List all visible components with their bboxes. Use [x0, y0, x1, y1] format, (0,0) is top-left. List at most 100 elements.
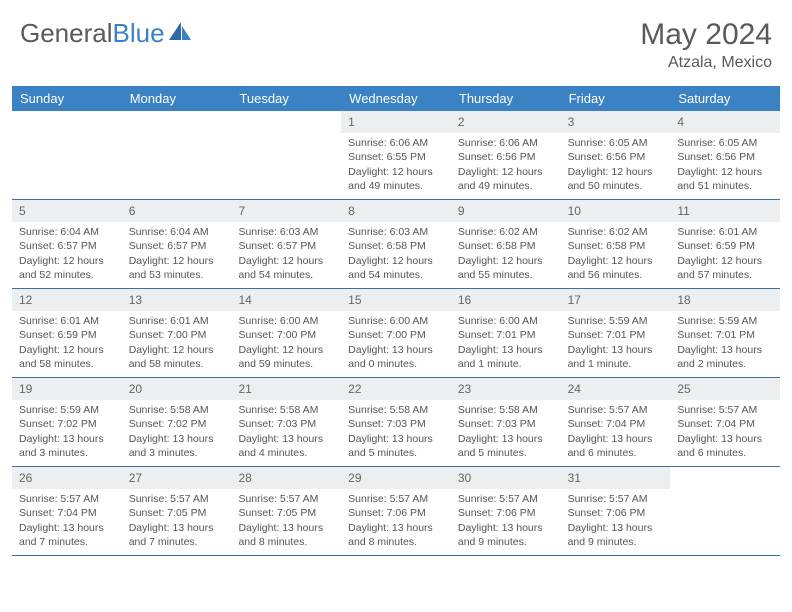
day-number: 13 — [122, 289, 232, 311]
day-cell: 17Sunrise: 5:59 AMSunset: 7:01 PMDayligh… — [561, 289, 671, 377]
day-header-thu: Thursday — [451, 86, 561, 111]
brand-logo: GeneralBlue — [20, 18, 193, 49]
sunrise-text: Sunrise: 6:05 AM — [677, 136, 773, 150]
day-cell: 16Sunrise: 6:00 AMSunset: 7:01 PMDayligh… — [451, 289, 561, 377]
day-body: Sunrise: 6:02 AMSunset: 6:58 PMDaylight:… — [451, 222, 561, 288]
day-cell: 23Sunrise: 5:58 AMSunset: 7:03 PMDayligh… — [451, 378, 561, 466]
week-row: 12 Sunrise: 6:01 AMSunset: 6:59 PM Dayligh… — [12, 289, 780, 378]
day-body: Sunrise: 5:57 AMSunset: 7:05 PMDaylight:… — [122, 489, 232, 555]
sunset-text: Sunset: 7:00 PM — [238, 328, 334, 342]
sunrise-text: Sunrise: 5:59 AM — [19, 403, 115, 417]
day-body: Sunrise: 5:57 AMSunset: 7:04 PMDaylight:… — [670, 400, 780, 466]
sunset-text: Sunset: 7:03 PM — [348, 417, 444, 431]
daylight-text: Daylight: 13 hours and 5 minutes. — [458, 432, 554, 460]
sunrise-text: Sunrise: 6:06 AM — [458, 136, 554, 150]
day-header-sat: Saturday — [670, 86, 780, 111]
daylight-text: Daylight: 13 hours and 2 minutes. — [677, 343, 773, 371]
sunset-text: Sunset: 7:00 PM — [348, 328, 444, 342]
sunrise-text: Sunrise: 5:58 AM — [238, 403, 334, 417]
daylight-text: Daylight: 12 hours and 56 minutes. — [568, 254, 664, 282]
title-block: May 2024 Atzala, Mexico — [640, 18, 772, 72]
day-cell: 9Sunrise: 6:02 AMSunset: 6:58 PMDaylight… — [451, 200, 561, 288]
day-cell: 4Sunrise: 6:05 AMSunset: 6:56 PMDaylight… — [670, 111, 780, 199]
sunrise-text: Sunrise: 6:05 AM — [568, 136, 664, 150]
day-header-wed: Wednesday — [341, 86, 451, 111]
day-cell: 29Sunrise: 5:57 AMSunset: 7:06 PMDayligh… — [341, 467, 451, 555]
day-body: Sunrise: 5:59 AMSunset: 7:01 PMDaylight:… — [670, 311, 780, 377]
day-cell: 15Sunrise: 6:00 AMSunset: 7:00 PMDayligh… — [341, 289, 451, 377]
day-body: Sunrise: 5:57 AMSunset: 7:05 PMDaylight:… — [231, 489, 341, 555]
day-cell: 26Sunrise: 5:57 AMSunset: 7:04 PMDayligh… — [12, 467, 122, 555]
day-cell: 3Sunrise: 6:05 AMSunset: 6:56 PMDaylight… — [561, 111, 671, 199]
day-body: Sunrise: 6:03 AMSunset: 6:57 PMDaylight:… — [231, 222, 341, 288]
brand-part1: General — [20, 18, 113, 48]
sunrise-text: Sunrise: 5:57 AM — [677, 403, 773, 417]
day-cell: 12Sunrise: 6:01 AMSunset: 6:59 PMDayligh… — [12, 289, 122, 377]
sunrise-text: Sunrise: 6:00 AM — [348, 314, 444, 328]
sunrise-text: Sunrise: 6:06 AM — [348, 136, 444, 150]
sunset-text: Sunset: 7:02 PM — [129, 417, 225, 431]
day-cell: 10Sunrise: 6:02 AMSunset: 6:58 PMDayligh… — [561, 200, 671, 288]
day-number: 1 — [341, 111, 451, 133]
sunset-text: Sunset: 7:04 PM — [568, 417, 664, 431]
day-body: Sunrise: 6:00 AMSunset: 7:00 PMDaylight:… — [231, 311, 341, 377]
day-header-tue: Tuesday — [231, 86, 341, 111]
sunrise-text: Sunrise: 5:57 AM — [568, 492, 664, 506]
daylight-text: Daylight: 12 hours and 59 minutes. — [238, 343, 334, 371]
day-cell: 25Sunrise: 5:57 AMSunset: 7:04 PMDayligh… — [670, 378, 780, 466]
week-row: 1Sunrise: 6:06 AMSunset: 6:55 PMDaylight… — [12, 111, 780, 200]
day-header-fri: Friday — [561, 86, 671, 111]
sunset-text: Sunset: 7:06 PM — [568, 506, 664, 520]
day-cell: 11Sunrise: 6:01 AMSunset: 6:59 PMDayligh… — [670, 200, 780, 288]
sunset-text: Sunset: 7:05 PM — [238, 506, 334, 520]
day-cell: 21Sunrise: 5:58 AMSunset: 7:03 PMDayligh… — [231, 378, 341, 466]
day-cell — [12, 111, 122, 199]
week-row: 26Sunrise: 5:57 AMSunset: 7:04 PMDayligh… — [12, 467, 780, 556]
day-number: 12 — [12, 289, 122, 311]
day-body: Sunrise: 6:06 AMSunset: 6:55 PMDaylight:… — [341, 133, 451, 199]
sunset-text: Sunset: 6:57 PM — [129, 239, 225, 253]
sunset-text: Sunset: 6:58 PM — [568, 239, 664, 253]
day-cell — [231, 111, 341, 199]
daylight-text: Daylight: 13 hours and 3 minutes. — [129, 432, 225, 460]
daylight-text: Daylight: 12 hours and 54 minutes. — [238, 254, 334, 282]
week-row: 19Sunrise: 5:59 AMSunset: 7:02 PMDayligh… — [12, 378, 780, 467]
day-number: 4 — [670, 111, 780, 133]
sunrise-text: Sunrise: 5:57 AM — [568, 403, 664, 417]
day-number: 2 — [451, 111, 561, 133]
day-body: Sunrise: 5:57 AMSunset: 7:06 PMDaylight:… — [341, 489, 451, 555]
sunset-text: Sunset: 6:58 PM — [348, 239, 444, 253]
sunrise-text: Sunrise: 5:58 AM — [348, 403, 444, 417]
day-body: Sunrise: 6:01 AMSunset: 7:00 PMDaylight:… — [122, 311, 232, 377]
daylight-text: Daylight: 13 hours and 4 minutes. — [238, 432, 334, 460]
sunrise-text: Sunrise: 6:02 AM — [458, 225, 554, 239]
day-cell: 2Sunrise: 6:06 AMSunset: 6:56 PMDaylight… — [451, 111, 561, 199]
day-number: 24 — [561, 378, 671, 400]
sunset-text: Sunset: 6:59 PM — [677, 239, 773, 253]
day-number: 15 — [341, 289, 451, 311]
day-body: Sunrise: 6:06 AMSunset: 6:56 PMDaylight:… — [451, 133, 561, 199]
day-number: 9 — [451, 200, 561, 222]
day-body: Sunrise: 5:58 AMSunset: 7:03 PMDaylight:… — [341, 400, 451, 466]
day-body: Sunrise: 5:57 AMSunset: 7:06 PMDaylight:… — [451, 489, 561, 555]
sunset-text: Sunset: 6:59 PM — [19, 328, 115, 342]
day-cell: 20Sunrise: 5:58 AMSunset: 7:02 PMDayligh… — [122, 378, 232, 466]
sunrise-text: Sunrise: 5:58 AM — [129, 403, 225, 417]
day-body: Sunrise: 6:05 AMSunset: 6:56 PMDaylight:… — [670, 133, 780, 199]
sunset-text: Sunset: 7:03 PM — [238, 417, 334, 431]
day-number: 30 — [451, 467, 561, 489]
day-body: Sunrise: 5:59 AMSunset: 7:02 PMDaylight:… — [12, 400, 122, 466]
day-number: 31 — [561, 467, 671, 489]
page-header: GeneralBlue May 2024 Atzala, Mexico — [12, 18, 780, 72]
day-number: 5 — [12, 200, 122, 222]
day-cell: 5Sunrise: 6:04 AMSunset: 6:57 PMDaylight… — [12, 200, 122, 288]
daylight-text: Daylight: 12 hours and 58 minutes. — [129, 343, 225, 371]
day-body: Sunrise: 6:01 AMSunset: 6:59 PMDaylight:… — [670, 222, 780, 288]
day-number: 26 — [12, 467, 122, 489]
sunrise-text: Sunrise: 6:01 AM — [19, 314, 115, 328]
day-number: 10 — [561, 200, 671, 222]
daylight-text: Daylight: 13 hours and 8 minutes. — [348, 521, 444, 549]
sunset-text: Sunset: 7:01 PM — [568, 328, 664, 342]
daylight-text: Daylight: 12 hours and 52 minutes. — [19, 254, 115, 282]
daylight-text: Daylight: 13 hours and 1 minute. — [568, 343, 664, 371]
